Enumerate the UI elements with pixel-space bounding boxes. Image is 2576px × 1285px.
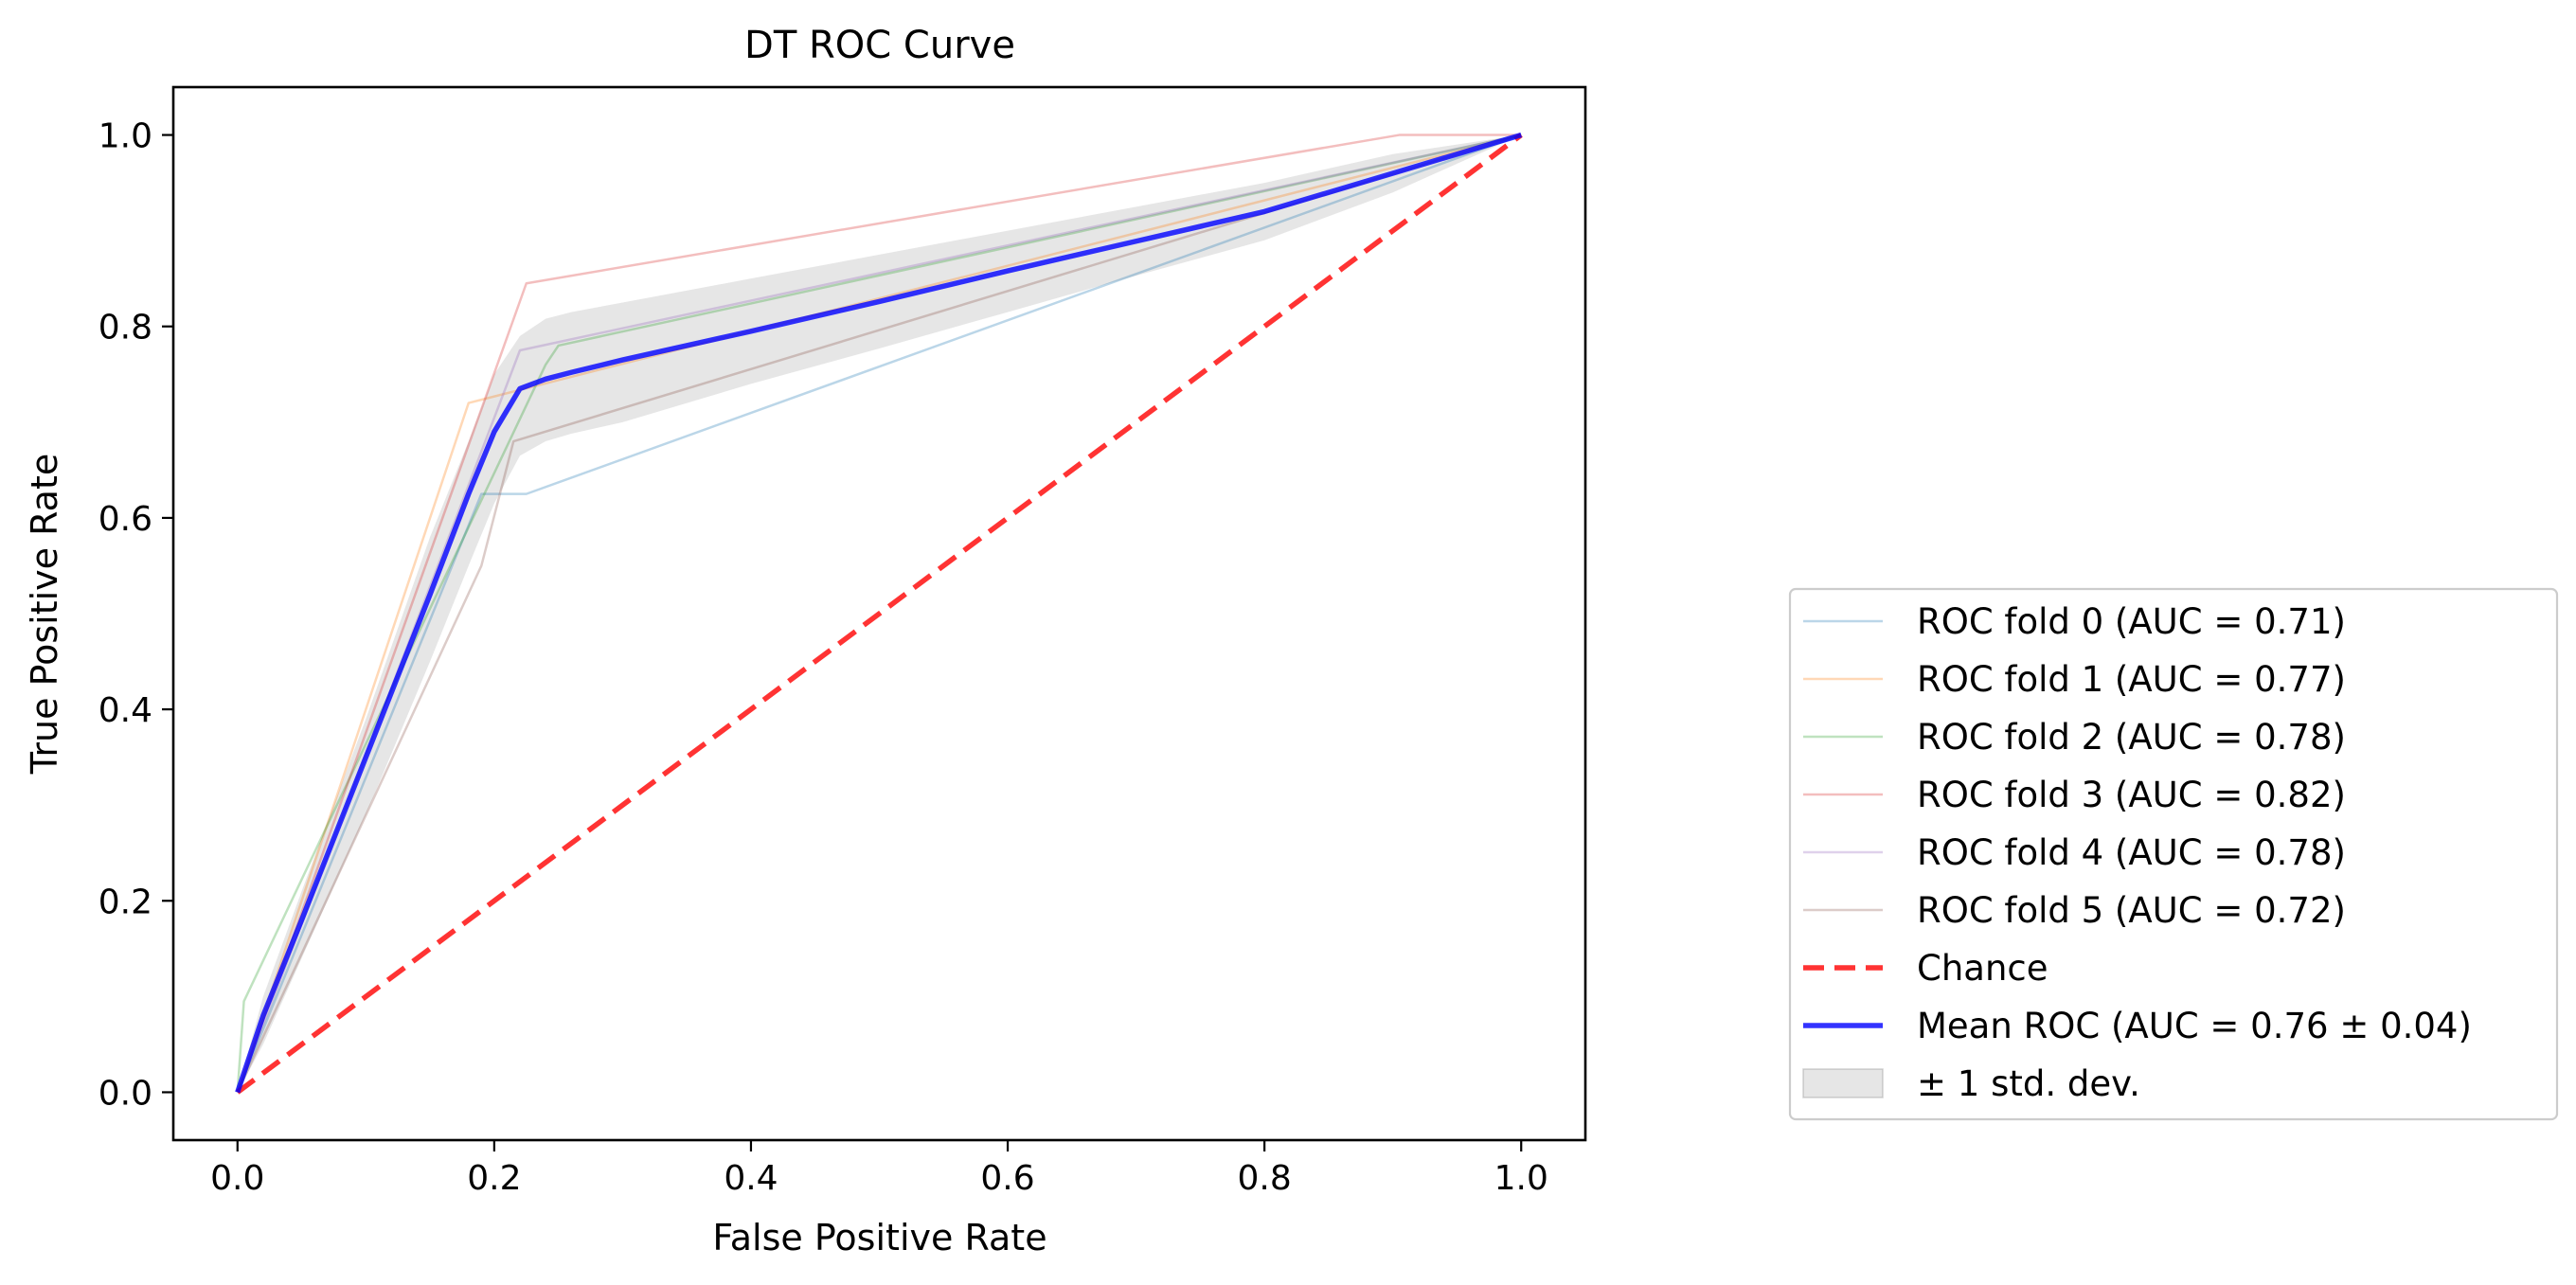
legend-frame	[1788, 587, 2559, 1121]
legend-item: Mean ROC (AUC = 0.76 ± 0.04)	[1803, 1006, 2472, 1046]
series-line-roc-fold-2	[236, 134, 1522, 1093]
x-axis-label: False Positive Rate	[712, 1217, 1046, 1258]
legend-label: Mean ROC (AUC = 0.76 ± 0.04)	[1917, 1006, 2472, 1046]
plot-marks	[235, 132, 1523, 1095]
x-tick-label: 0.8	[1238, 1159, 1292, 1198]
axes-frame	[171, 85, 1587, 1142]
x-tick-label: 0.6	[980, 1159, 1034, 1198]
plot-area	[235, 132, 1523, 1095]
x-tick-label: 0.4	[724, 1159, 778, 1198]
legend-label: ROC fold 5 (AUC = 0.72)	[1917, 890, 2346, 931]
y-tick-label: 0.8	[98, 309, 152, 348]
y-tick-label: 0.4	[98, 691, 152, 730]
legend-item: Chance	[1803, 948, 2048, 989]
series-line-roc-fold-3	[236, 134, 1522, 1093]
series-line-roc-fold-0	[236, 134, 1522, 1093]
x-tick-label: 0.0	[210, 1159, 264, 1198]
legend-label: ROC fold 2 (AUC = 0.78)	[1917, 717, 2346, 758]
legend: ROC fold 0 (AUC = 0.71) ROC fold 1 (AUC =…	[1788, 587, 2559, 1121]
series-line-roc-fold-5	[236, 134, 1522, 1093]
legend-label: ROC fold 0 (AUC = 0.71)	[1917, 601, 2346, 642]
series-line-roc-fold-1	[236, 134, 1522, 1093]
legend-item: ROC fold 4 (AUC = 0.78)	[1803, 832, 2346, 873]
series-line-chance	[236, 133, 1523, 1095]
legend-item: ROC fold 5 (AUC = 0.72)	[1803, 890, 2346, 931]
legend-item: ROC fold 3 (AUC = 0.82)	[1803, 775, 2346, 815]
chart-title: DT ROC Curve	[744, 24, 1015, 67]
legend-item: ROC fold 0 (AUC = 0.71)	[1803, 601, 2346, 642]
x-tick-label: 1.0	[1494, 1159, 1548, 1198]
legend-label: ROC fold 4 (AUC = 0.78)	[1917, 832, 2346, 873]
y-axis-label: True Positive Rate	[24, 454, 65, 776]
legend-label: ROC fold 3 (AUC = 0.82)	[1917, 775, 2346, 815]
legend-label: ROC fold 1 (AUC = 0.77)	[1917, 659, 2346, 700]
legend-label: Chance	[1917, 948, 2048, 989]
legend-label: ± 1 std. dev.	[1917, 1063, 2140, 1104]
legend-item: ± 1 std. dev.	[1802, 1063, 2140, 1104]
legend-item: ROC fold 1 (AUC = 0.77)	[1803, 659, 2346, 700]
x-tick-label: 0.2	[467, 1159, 521, 1198]
series-line-mean-roc	[235, 132, 1523, 1094]
y-tick-label: 0.6	[98, 500, 152, 539]
legend-swatch	[1802, 1068, 1884, 1098]
y-tick-label: 0.2	[98, 883, 152, 921]
legend-item: ROC fold 2 (AUC = 0.78)	[1803, 717, 2346, 758]
y-tick-label: 1.0	[98, 117, 152, 156]
axis-ticks: 0.0 0.2 0.4 0.6 0.8 1.0 0.0 0.2 0.4 0.6 0.8 1.0	[98, 117, 1548, 1198]
y-tick-label: 0.0	[98, 1074, 152, 1113]
